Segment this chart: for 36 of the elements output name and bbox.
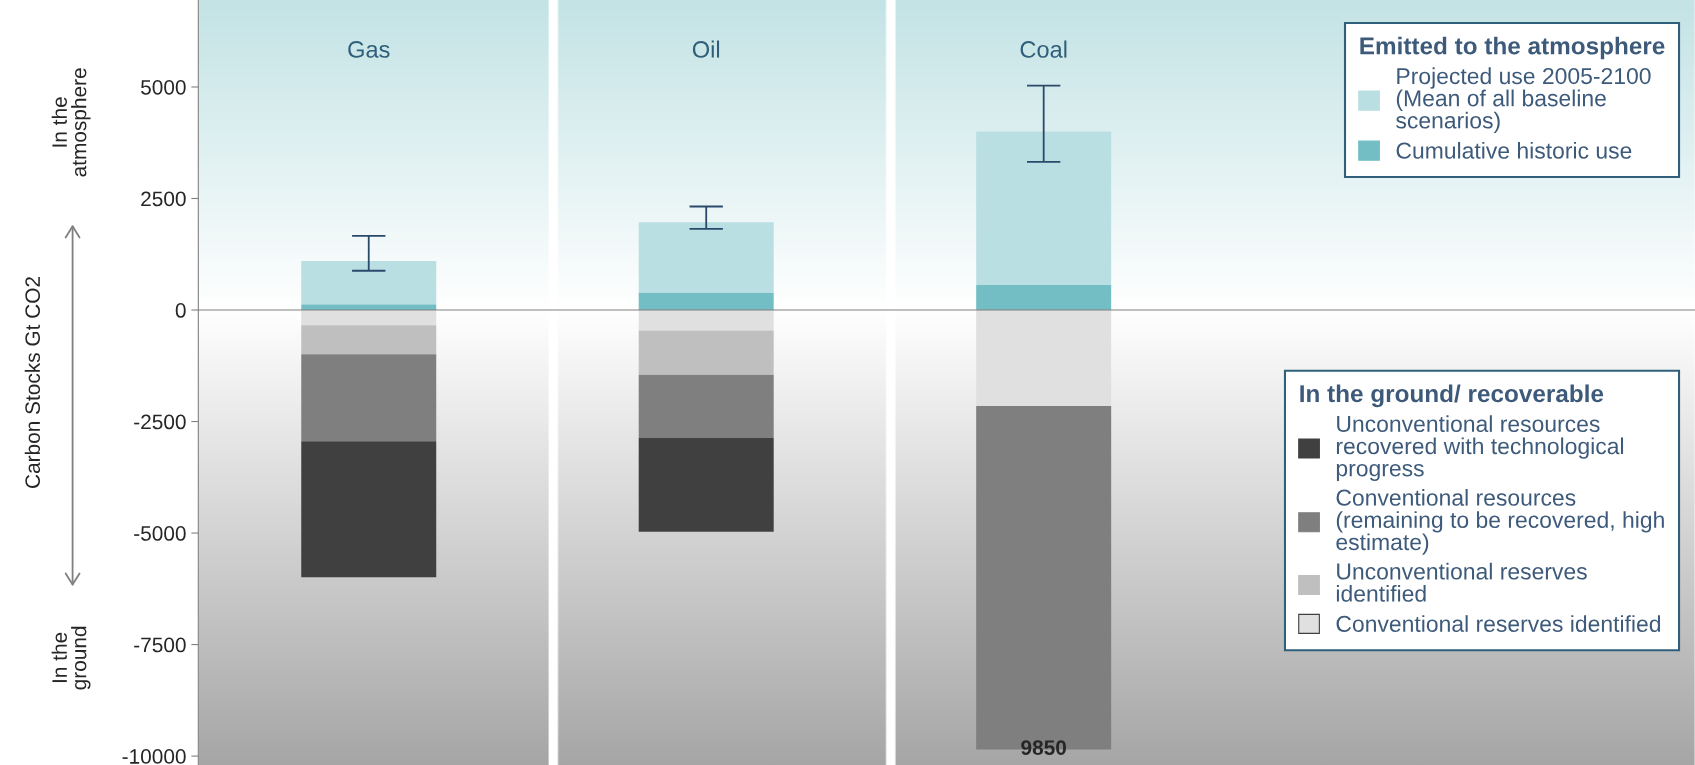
text: In the atmosphere xyxy=(51,68,91,177)
bar xyxy=(301,310,437,326)
x-tick-label: Gas xyxy=(348,41,390,58)
bar xyxy=(638,438,774,532)
bar xyxy=(976,131,1112,286)
y-axis-title: Carbon Stocks Gt CO2 xyxy=(24,277,41,488)
legend-label: Unconventional reserves identified xyxy=(1336,562,1587,602)
legend-label: Unconventional resources recovered with technological progress xyxy=(1336,415,1624,481)
y-tick-label: 0 xyxy=(175,303,186,318)
y-tick-label: 5000 xyxy=(141,79,186,95)
bar xyxy=(638,292,774,311)
legend-label: Conventional reserves identified xyxy=(1336,615,1661,632)
bar xyxy=(976,310,1112,406)
bar xyxy=(301,260,437,305)
x-tick-label: Coal xyxy=(1020,40,1067,58)
bar xyxy=(301,441,437,578)
y-tick-label: -2500 xyxy=(134,414,186,430)
y-tick-label: -5000 xyxy=(134,526,186,541)
y-tick-label: 2500 xyxy=(141,191,186,207)
bar xyxy=(301,325,437,355)
bar xyxy=(638,222,774,293)
x-tick-label: Oil xyxy=(692,40,720,58)
bar xyxy=(301,354,437,442)
y-tick-label: -7500 xyxy=(134,637,186,653)
legend-label: Conventional resources (remaining to be recovered, high estimate) xyxy=(1336,489,1664,555)
annotation: 9850 xyxy=(1021,740,1066,755)
text: In the ground/ recoverable xyxy=(1300,384,1604,408)
bar xyxy=(638,330,774,375)
y-tick-label: -10000 xyxy=(122,749,186,764)
legend-label: Projected use 2005-2100 (Mean of all baseline scenarios) xyxy=(1396,67,1651,134)
bar xyxy=(638,374,774,439)
text: Emitted to the atmosphere xyxy=(1360,36,1665,60)
legend-label: Cumulative historic use xyxy=(1396,141,1632,159)
text: In the ground xyxy=(51,626,91,690)
bar xyxy=(638,310,774,331)
bar xyxy=(976,285,1112,311)
